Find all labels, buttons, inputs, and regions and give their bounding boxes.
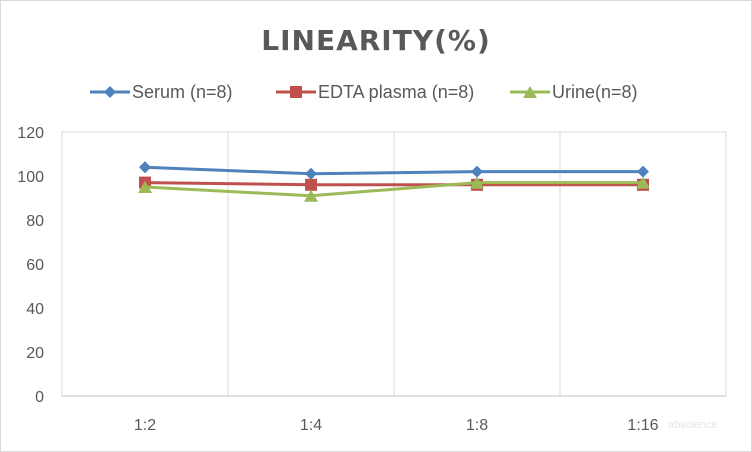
legend-label: EDTA plasma (n=8) <box>318 82 474 102</box>
diamond-marker <box>139 161 151 174</box>
legend-item: EDTA plasma (n=8) <box>276 82 474 102</box>
diamond-marker <box>637 165 649 178</box>
diamond-marker <box>104 86 116 98</box>
chart-title: LINEARITY(%) <box>261 24 491 57</box>
triangle-marker <box>636 176 650 189</box>
y-tick-label: 20 <box>26 345 44 362</box>
series-0 <box>139 161 649 180</box>
y-tick-label: 120 <box>17 125 44 142</box>
y-tick-label: 100 <box>17 169 44 186</box>
y-tick-label: 0 <box>35 389 44 406</box>
series-line <box>144 181 643 187</box>
triangle-marker <box>470 176 484 189</box>
x-tick-label: 1:2 <box>134 417 156 434</box>
series-line <box>144 165 643 176</box>
legend-label: Urine(n=8) <box>552 82 638 102</box>
watermark: abscience <box>668 419 718 431</box>
legend-item: Serum (n=8) <box>90 82 233 102</box>
legend-label: Serum (n=8) <box>132 82 233 102</box>
legend: Serum (n=8) EDTA plasma (n=8) Urine(n=8) <box>90 82 638 102</box>
triangle-marker <box>138 181 152 193</box>
x-tick-label: 1:16 <box>627 417 658 434</box>
x-tick-label: 1:4 <box>300 417 322 434</box>
diamond-marker <box>471 165 483 178</box>
triangle-marker <box>523 86 537 98</box>
square-marker <box>290 86 302 98</box>
series-2 <box>138 176 650 202</box>
triangle-marker <box>304 189 318 202</box>
square-marker <box>305 178 317 191</box>
diamond-marker <box>305 167 317 180</box>
y-tick-label: 40 <box>26 301 44 318</box>
axes: 0 20 40 60 80 100 120 1:2 1:4 1:8 1:16 <box>17 125 727 434</box>
y-tick-label: 80 <box>26 213 44 230</box>
legend-item: Urine(n=8) <box>510 82 638 102</box>
series-group <box>138 161 650 202</box>
series-line <box>144 181 643 198</box>
y-tick-label: 60 <box>26 257 44 274</box>
x-tick-label: 1:8 <box>466 417 488 434</box>
